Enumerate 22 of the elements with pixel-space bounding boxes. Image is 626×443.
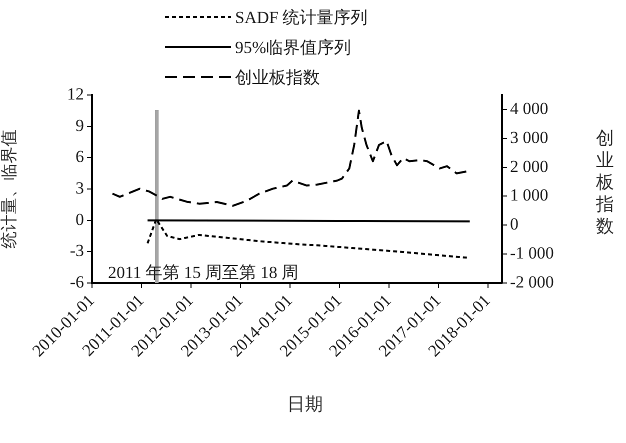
- y2-axis-title: 创业板指数: [596, 128, 614, 238]
- line-series: [111, 110, 468, 207]
- legend-label: 95%临界值序列: [235, 36, 352, 58]
- y-tick-label: 6: [76, 147, 84, 166]
- y2-tick-label: 4 000: [510, 98, 548, 118]
- y-axis-title: 统计量、临界值: [0, 130, 20, 248]
- y2-tick-label: 3 000: [510, 128, 548, 147]
- y-tick-label: 9: [76, 116, 84, 135]
- y-tick-label: -6: [70, 272, 84, 292]
- y-tick-label: 3: [76, 178, 84, 198]
- legend-label: 创业板指数: [235, 66, 320, 88]
- y-tick-label: 0: [76, 210, 84, 229]
- y2-tick-label: -2 000: [510, 272, 554, 292]
- y-tick-label: 12: [67, 84, 84, 104]
- band-label: 2011 年第 15 周至第 18 周: [108, 262, 299, 282]
- y2-tick-label: 1 000: [510, 186, 548, 205]
- y2-tick-label: 2 000: [510, 156, 548, 176]
- y2-tick-label: -1 000: [510, 244, 554, 263]
- x-axis-title: 日期: [286, 393, 324, 416]
- y-tick-label: -3: [70, 241, 84, 260]
- y2-tick-label: 0: [510, 214, 518, 234]
- legend-label: SADF 统计量序列: [235, 6, 368, 28]
